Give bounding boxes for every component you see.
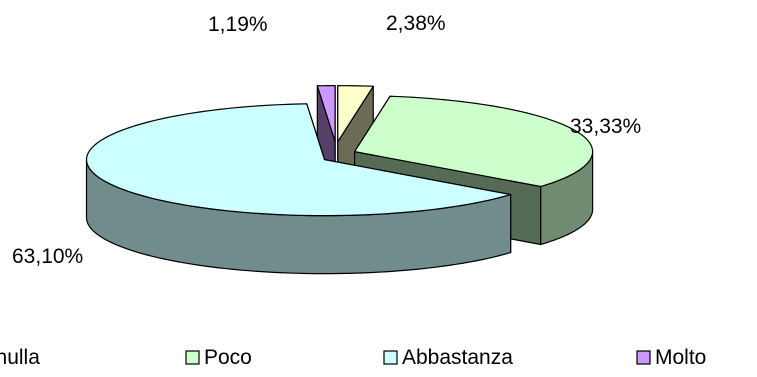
legend-label-per-nulla: Per nulla — [0, 346, 40, 369]
data-label-per-nulla: 2,38% — [386, 12, 446, 35]
slice-top-abbastanza — [85, 103, 512, 217]
legend-swatch-abbastanza — [383, 350, 398, 365]
legend-label-poco: Poco — [204, 346, 252, 369]
slice-top-per-nulla — [337, 85, 374, 143]
legend: Per nulla Poco Abbastanza Molto — [0, 346, 706, 369]
slice-top-molto — [316, 85, 336, 143]
legend-label-abbastanza: Abbastanza — [402, 346, 513, 369]
data-labels: 2,38% 33,33% 63,10% 1,19% — [12, 12, 641, 268]
legend-label-molto: Molto — [655, 346, 706, 369]
legend-item-molto: Molto — [636, 346, 706, 369]
legend-swatch-molto — [636, 350, 651, 365]
pie-3d — [85, 85, 594, 275]
legend-item-abbastanza: Abbastanza — [383, 346, 513, 369]
legend-swatch-poco — [185, 350, 200, 365]
data-label-poco: 33,33% — [570, 115, 641, 138]
legend-item-poco: Poco — [185, 346, 252, 369]
data-label-abbastanza: 63,10% — [12, 245, 83, 268]
legend-item-per-nulla: Per nulla — [0, 346, 40, 369]
slice-top-poco — [354, 95, 594, 188]
slice-abbastanza — [85, 103, 512, 275]
data-label-molto: 1,19% — [208, 13, 268, 36]
